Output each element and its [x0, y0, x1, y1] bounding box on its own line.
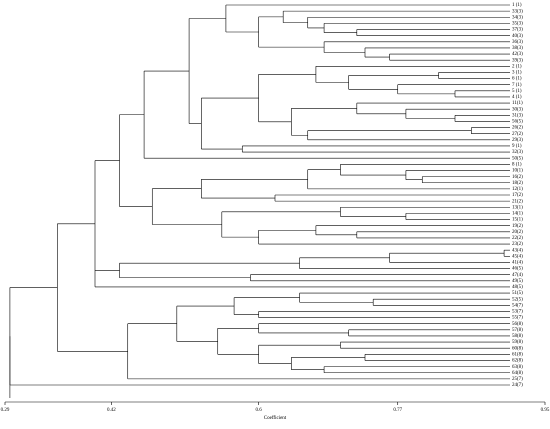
- leaf-label: 63(8): [512, 365, 523, 370]
- leaf-label: 53(7): [512, 310, 523, 315]
- leaf-label: 3 (1): [512, 71, 522, 76]
- x-tick-label: 0.6: [256, 408, 263, 413]
- leaf-label: 54(7): [512, 303, 523, 308]
- leaf-label: 12(1): [512, 187, 523, 192]
- leaf-label: 21(2): [512, 199, 523, 204]
- leaf-label: 46(5): [512, 267, 523, 272]
- leaf-label: 50(5): [512, 156, 523, 161]
- leaf-label: 19(2): [512, 224, 523, 229]
- x-tick-label: 0.95: [541, 408, 550, 413]
- leaf-label: 29(3): [512, 138, 523, 143]
- leaf-label: 30(3): [512, 107, 523, 112]
- leaf-label: 60(8): [512, 346, 523, 351]
- leaf-label: 48(5): [512, 285, 523, 290]
- leaf-label: 4 (1): [512, 95, 522, 100]
- leaf-label: 17(2): [512, 193, 523, 198]
- leaf-label: 16(2): [512, 175, 523, 180]
- leaf-label: 14(1): [512, 212, 523, 217]
- leaf-label: 51(5): [512, 291, 523, 296]
- leaf-label: 33(3): [512, 9, 523, 14]
- leaf-label: 32(3): [512, 150, 523, 155]
- leaf-label: 37(3): [512, 28, 523, 33]
- leaf-label: 9 (1): [512, 144, 522, 149]
- leaf-label: 35(3): [512, 22, 523, 27]
- x-axis-label: Coefficient: [264, 416, 287, 421]
- leaf-label: 34(3): [512, 15, 523, 20]
- leaf-label: 38(3): [512, 46, 523, 51]
- x-tick-label: 0.42: [107, 408, 116, 413]
- leaf-label: 26(2): [512, 126, 523, 131]
- leaf-label: 31(3): [512, 113, 523, 118]
- leaf-label: 64(8): [512, 371, 523, 376]
- leaf-label: 43(4): [512, 248, 523, 253]
- leaf-label: 58(8): [512, 334, 523, 339]
- leaf-label: 56(8): [512, 322, 523, 327]
- leaf-label: 11(1): [512, 101, 523, 106]
- leaf-label: 57(8): [512, 328, 523, 333]
- leaf-label: 39(3): [512, 58, 523, 63]
- leaf-label: 45(4): [512, 254, 523, 259]
- leaf-label: 25(7): [512, 377, 523, 382]
- leaf-label: 23(2): [512, 242, 523, 247]
- leaf-label: 15(1): [512, 218, 523, 223]
- leaf-label: 55(7): [512, 316, 523, 321]
- leaf-label: 27(2): [512, 132, 523, 137]
- leaf-label: 18(2): [512, 181, 523, 186]
- leaf-label: 1 (1): [512, 3, 522, 8]
- leaf-label: 6 (1): [512, 77, 522, 82]
- leaf-label: 8 (1): [512, 162, 522, 167]
- leaf-label: 59(8): [512, 340, 523, 345]
- leaf-label: 62(8): [512, 359, 523, 364]
- leaf-label: 2 (1): [512, 64, 522, 69]
- leaf-label: 36(3): [512, 40, 523, 45]
- leaf-label: 24(7): [512, 383, 523, 388]
- leaf-label: 42(3): [512, 52, 523, 57]
- leaf-label: 13(1): [512, 205, 523, 210]
- leaf-label: 40(3): [512, 34, 523, 39]
- leaf-label: 10(1): [512, 169, 523, 174]
- leaf-label: 7 (1): [512, 83, 522, 88]
- leaf-label: 56(5): [512, 120, 523, 125]
- leaf-label: 5 (1): [512, 89, 522, 94]
- leaf-label: 52(5): [512, 297, 523, 302]
- leaf-label: 61(8): [512, 352, 523, 357]
- leaf-label: 22(2): [512, 236, 523, 241]
- leaf-label: 20(2): [512, 230, 523, 235]
- x-tick-label: 0.77: [393, 408, 402, 413]
- x-tick-label: 0.29: [1, 408, 10, 413]
- leaf-label: 41(4): [512, 261, 523, 266]
- leaf-label: 49(5): [512, 279, 523, 284]
- leaf-label: 47(4): [512, 273, 523, 278]
